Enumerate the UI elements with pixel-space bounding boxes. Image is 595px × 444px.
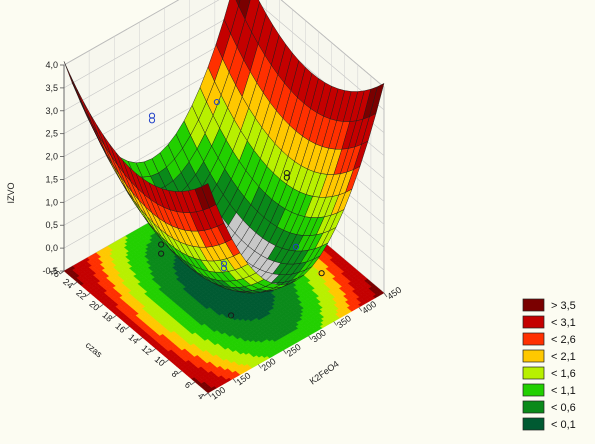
y-tick-label: 8 xyxy=(170,368,180,379)
y-tick-label: 6 xyxy=(183,380,193,391)
legend-swatch xyxy=(522,366,545,380)
z-tick-label: 1,5 xyxy=(45,174,58,184)
legend-label: > 3,5 xyxy=(551,300,576,312)
z-tick-label: 0,0 xyxy=(45,243,58,253)
legend-label: < 3,1 xyxy=(551,317,576,329)
legend-swatch xyxy=(522,349,545,363)
legend-swatch xyxy=(522,400,545,414)
z-tick-label: 2,5 xyxy=(45,129,58,139)
legend-label: < 2,6 xyxy=(551,334,576,346)
z-tick-label: 3,5 xyxy=(45,83,58,93)
x-axis-label: K2FeO4 xyxy=(308,359,341,387)
y-tick-label: 4 xyxy=(196,391,206,402)
x-tick-label: 450 xyxy=(385,285,403,302)
legend-label: < 0,6 xyxy=(551,402,576,414)
legend-swatch xyxy=(522,332,545,346)
legend-swatch xyxy=(522,315,545,329)
legend-label: < 1,6 xyxy=(551,368,576,380)
z-axis-label: IZVO xyxy=(6,182,16,203)
wall-gridline xyxy=(63,0,385,88)
legend-label: < 1,1 xyxy=(551,385,576,397)
z-tick-label: 2,0 xyxy=(45,152,58,162)
legend-label: < 2,1 xyxy=(551,351,576,363)
legend-swatch xyxy=(522,298,545,312)
z-tick-label: 0,5 xyxy=(45,220,58,230)
z-tick-label: 3,0 xyxy=(45,106,58,116)
legend-label: < 0,1 xyxy=(551,419,576,431)
y-axis-label: czas xyxy=(84,340,105,360)
wall-gridline xyxy=(63,0,385,111)
z-tick-label: 1,0 xyxy=(45,197,58,207)
legend: > 3,5 < 3,1 < 2,6 < 2,1 < 1,6 < 1,1 < 0,6 < 0,1 xyxy=(522,298,576,431)
legend-swatch xyxy=(522,383,545,397)
z-tick-label: 4,0 xyxy=(45,60,58,70)
legend-swatch xyxy=(522,417,545,431)
